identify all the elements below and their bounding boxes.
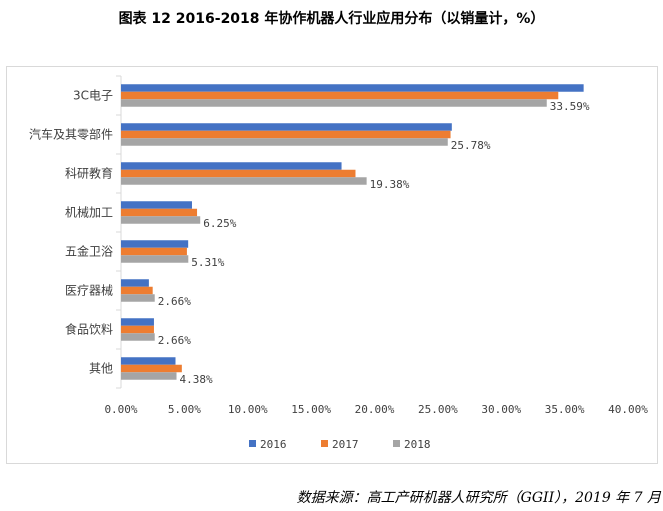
bar-2016 [121,240,189,248]
figure-title: 图表 12 2016-2018 年协作机器人行业应用分布（以销量计，%） [118,11,545,27]
legend-swatch-2016 [249,440,256,447]
bar-2017 [121,208,198,217]
bar-2016 [121,123,452,131]
data-label: 33.59% [550,100,590,113]
bar-2018 [121,216,201,224]
category-label: 食品饮料 [65,322,113,337]
legend-swatch-2017 [321,440,328,447]
data-label: 19.38% [370,178,410,191]
x-tick-label: 10.00% [228,403,268,416]
bar-2018 [121,294,155,302]
bar-2017 [121,325,154,334]
bar-2017 [121,364,182,373]
bar-2016 [121,357,176,365]
category-label: 3C电子 [73,89,113,103]
bar-2018 [121,138,448,146]
bar-2018 [121,177,367,185]
bar-chart: 3C电子 33.59% 汽车及其零部件 25.78% 科研教育 19.38% 机械加工 6.2… [29,75,648,451]
legend-label: 2017 [332,438,359,451]
bar-2018 [121,255,189,263]
bar-2017 [121,286,153,295]
x-tick-label: 35.00% [545,403,585,416]
bar-2017 [121,91,559,100]
bar-2017 [121,247,187,256]
category-label: 其他 [89,362,113,376]
bar-2017 [121,169,356,178]
bar-2018 [121,99,547,107]
bar-2018 [121,372,177,380]
x-tick-label: 20.00% [355,403,395,416]
bar-2016 [121,201,192,209]
category-label: 机械加工 [65,205,113,220]
legend-swatch-2018 [393,440,400,447]
data-label: 5.31% [191,256,224,269]
data-label: 4.38% [180,373,213,386]
category-label: 汽车及其零部件 [29,127,113,142]
x-tick-label: 25.00% [418,403,458,416]
bar-2018 [121,333,155,341]
data-label: 25.78% [451,139,491,152]
data-label: 2.66% [158,295,191,308]
legend-label: 2016 [260,438,287,451]
category-label: 科研教育 [65,166,113,181]
bar-2016 [121,318,154,326]
x-tick-label: 15.00% [291,403,331,416]
x-tick-label: 0.00% [104,403,137,416]
x-tick-label: 40.00% [608,403,648,416]
category-label: 五金卫浴 [65,244,113,259]
bar-2016 [121,279,149,287]
bar-2017 [121,130,451,139]
source-note: 数据来源：高工产研机器人研究所（GGII），2019 年 7 月 [296,490,661,506]
data-label: 2.66% [158,334,191,347]
bar-2016 [121,84,584,92]
legend-label: 2018 [404,438,431,451]
x-tick-label: 5.00% [168,403,201,416]
data-label: 6.25% [203,217,236,230]
bar-2016 [121,162,342,170]
category-label: 医疗器械 [65,283,113,298]
x-tick-label: 30.00% [481,403,521,416]
